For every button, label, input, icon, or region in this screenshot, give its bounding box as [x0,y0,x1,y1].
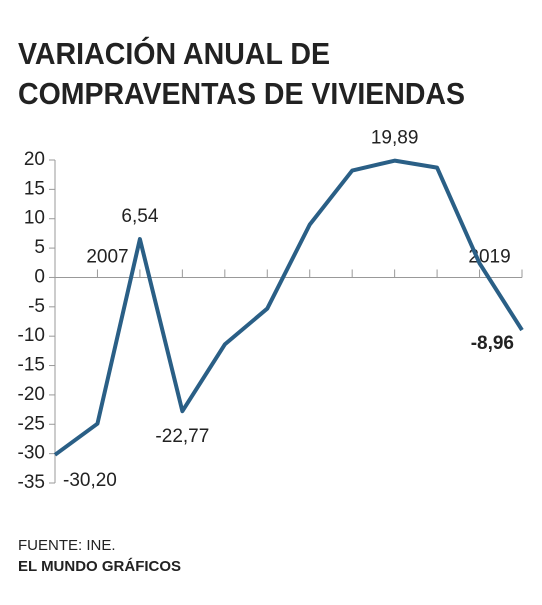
x-tick-label: 2007 [86,246,128,267]
y-tick-label: 0 [34,266,45,287]
value-label: -8,96 [471,333,514,354]
y-tick-label: 5 [34,237,45,258]
y-tick-label: -30 [18,443,45,464]
value-label: 19,89 [371,128,419,149]
value-label: -30,20 [63,470,117,491]
y-tick-label: -25 [18,413,45,434]
y-tick-label: -35 [18,472,45,493]
y-tick-label: 10 [24,208,45,229]
chart-title: COMPRAVENTAS DE VIVIENDAS [18,76,465,111]
source: FUENTE: INE. [18,537,116,554]
chart-title: VARIACIÓN ANUAL DE [18,35,330,71]
y-tick-label: 20 [24,149,45,170]
value-label: 6,54 [121,206,158,227]
value-label: -22,77 [155,426,209,447]
y-tick-label: -5 [28,296,45,317]
y-tick-label: -20 [18,384,45,405]
y-tick-label: -15 [18,355,45,376]
data-line [53,158,524,457]
y-tick-label: -10 [18,325,45,346]
y-tick-label: 15 [24,178,45,199]
credit: EL MUNDO GRÁFICOS [18,558,181,575]
